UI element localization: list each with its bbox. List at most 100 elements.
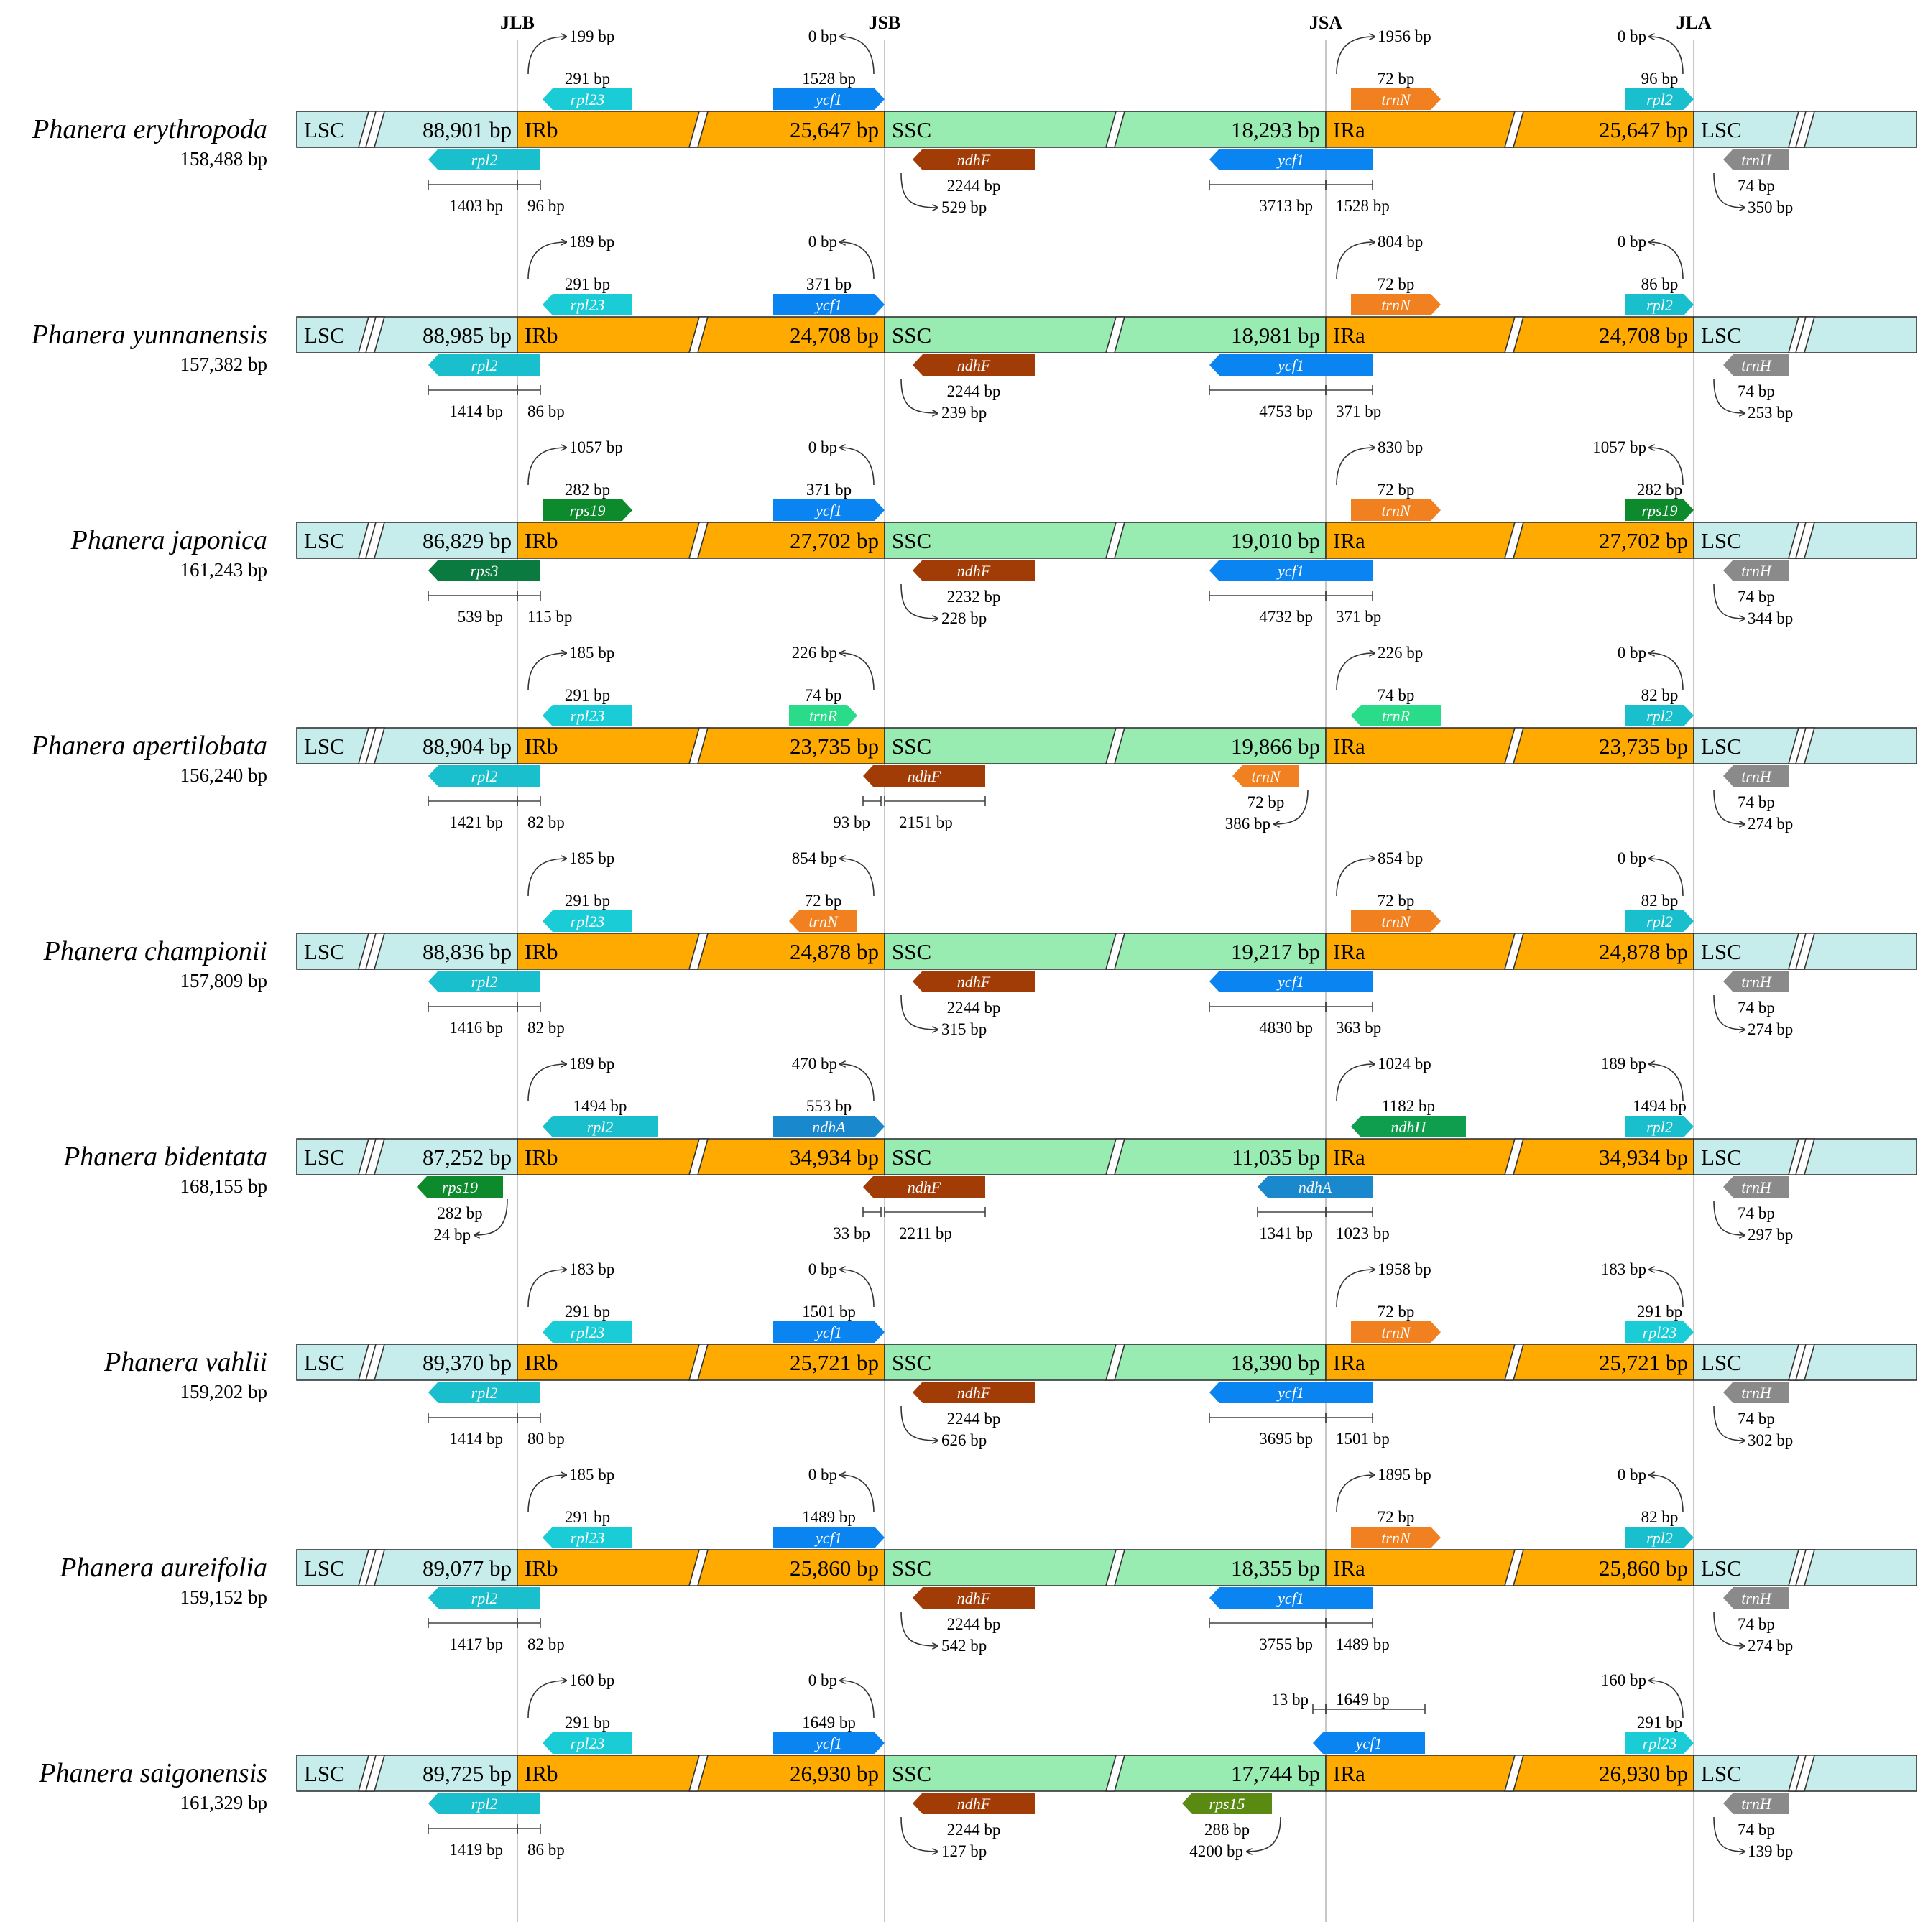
gene-ycf1-shape xyxy=(1209,1382,1373,1403)
ssc-length: 19,866 bp xyxy=(1231,734,1320,759)
genome-size: 158,488 bp xyxy=(180,148,268,170)
bp-label: 2211 bp xyxy=(899,1224,952,1242)
distance-label: 854 bp xyxy=(792,849,837,867)
species-row: Phanera championii 157,809 bp LSC 88,836 bp… xyxy=(43,849,1917,1038)
bp-label: 4732 bp xyxy=(1259,608,1313,626)
gene-rpl2: rpl2 xyxy=(428,149,540,170)
distance-label: 24 bp xyxy=(433,1226,471,1244)
species-row: Phanera saigonensis 161,329 bp LSC 89,725 b… xyxy=(38,1671,1917,1860)
junction-label-jlb: JLB xyxy=(500,12,535,33)
gene-ycf1-label: ycf1 xyxy=(1276,356,1304,374)
species-name: Phanera erythropoda xyxy=(32,114,267,144)
gene-trnh-shape xyxy=(1723,765,1789,787)
gene-trnn: trnN xyxy=(1351,910,1441,932)
gene-ycf1-label: ycf1 xyxy=(1276,1589,1304,1607)
gene-length-label: 74 bp xyxy=(1738,382,1775,400)
lsc-region xyxy=(296,1549,518,1586)
gene-ycf1: ycf1 xyxy=(773,1527,885,1548)
lsc-label: LSC xyxy=(304,1761,345,1786)
gene-ndha-label: ndhA xyxy=(812,1118,846,1136)
gene-trnn: trnN xyxy=(1351,1527,1441,1548)
ira-length: 34,934 bp xyxy=(1599,1145,1688,1170)
gene-rpl2-shape xyxy=(428,1587,540,1609)
gene-ycf1: ycf1 xyxy=(1209,971,1373,992)
gene-rpl2: rpl2 xyxy=(428,1382,540,1403)
lsc-length: 89,077 bp xyxy=(423,1556,512,1581)
irb-length: 25,721 bp xyxy=(790,1350,879,1375)
gene-length-label: 74 bp xyxy=(1738,1821,1775,1839)
gene-trnh-shape xyxy=(1723,1793,1789,1814)
bp-label: 2151 bp xyxy=(899,813,953,831)
distance-label: 0 bp xyxy=(808,1671,837,1689)
gene-trnn-shape xyxy=(1351,499,1441,521)
gene-length-label: 74 bp xyxy=(1378,686,1415,704)
gene-ndhh-label: ndhH xyxy=(1391,1118,1427,1136)
gene-ndhf-shape xyxy=(913,560,1035,581)
gene-rpl2: rpl2 xyxy=(428,1587,540,1609)
irb-length: 23,735 bp xyxy=(790,734,879,759)
bp-label: 86 bp xyxy=(527,402,565,420)
species-name: Phanera bidentata xyxy=(63,1142,267,1172)
bp-label: 1489 bp xyxy=(1336,1635,1390,1653)
gene-rpl2: rpl2 xyxy=(1625,88,1694,110)
gene-rpl2-label: rpl2 xyxy=(1646,1529,1673,1547)
bp-label: 1403 bp xyxy=(449,197,503,215)
bp-label: 86 bp xyxy=(527,1841,565,1859)
distance-label: 470 bp xyxy=(792,1055,837,1073)
gene-rps19-label: rps19 xyxy=(569,502,605,519)
species-row: Phanera vahlii 159,202 bp LSC 89,370 bp IRb 2… xyxy=(103,1260,1917,1449)
gene-ycf1-shape xyxy=(1209,560,1373,581)
bp-label: 93 bp xyxy=(833,813,870,831)
lsc-label: LSC xyxy=(304,117,345,142)
irb-label: IRb xyxy=(525,1350,558,1375)
gene-length-label: 291 bp xyxy=(565,1303,610,1321)
gene-rpl2-shape xyxy=(428,765,540,787)
gene-ndhf: ndhF xyxy=(913,354,1035,376)
gene-ndhf-shape xyxy=(913,1382,1035,1403)
gene-ycf1-label: ycf1 xyxy=(1276,151,1304,169)
gene-rpl23: rpl23 xyxy=(543,910,632,932)
gene-rpl2-shape xyxy=(428,1382,540,1403)
gene-rpl2-label: rpl2 xyxy=(471,1384,498,1402)
ssc-length: 18,355 bp xyxy=(1231,1556,1320,1581)
distance-label: 0 bp xyxy=(808,27,837,45)
distance-label: 315 bp xyxy=(941,1020,987,1038)
lsc-right-label: LSC xyxy=(1701,117,1742,142)
gene-ndhf-shape xyxy=(863,1176,985,1198)
gene-rpl2-label: rpl2 xyxy=(471,151,498,169)
lsc-right-label: LSC xyxy=(1701,1556,1742,1581)
distance-label: 344 bp xyxy=(1748,609,1793,627)
bp-label: 1417 bp xyxy=(449,1635,503,1653)
ira-length: 25,647 bp xyxy=(1599,117,1688,142)
lsc-region xyxy=(296,522,518,559)
gene-rpl2-label: rpl2 xyxy=(1646,91,1673,108)
gene-trnh-label: trnH xyxy=(1741,973,1772,991)
gene-length-label: 74 bp xyxy=(1738,1410,1775,1428)
gene-length-label: 82 bp xyxy=(1641,892,1679,910)
gene-trnn: trnN xyxy=(789,910,857,932)
lsc-region xyxy=(296,1138,518,1175)
gene-ndhh: ndhH xyxy=(1351,1116,1466,1137)
ssc-label: SSC xyxy=(892,323,931,348)
gene-trnh: trnH xyxy=(1723,560,1789,581)
distance-label: 1057 bp xyxy=(569,438,623,456)
species-row: Phanera bidentata 168,155 bp LSC 87,252 bp I… xyxy=(63,1055,1917,1244)
ssc-length: 18,293 bp xyxy=(1231,117,1320,142)
gene-rpl23-label: rpl23 xyxy=(1643,1734,1677,1752)
gene-trnh: trnH xyxy=(1723,1793,1789,1814)
gene-ndhf: ndhF xyxy=(913,971,1035,992)
gene-rpl2-shape xyxy=(1625,294,1694,315)
bp-label: 4830 bp xyxy=(1259,1019,1313,1037)
gene-rpl2-label: rpl2 xyxy=(471,356,498,374)
gene-rpl2-shape xyxy=(428,354,540,376)
ira-label: IRa xyxy=(1333,1556,1365,1581)
bp-label: 80 bp xyxy=(527,1430,565,1448)
distance-label: 0 bp xyxy=(1618,233,1646,251)
distance-label: 302 bp xyxy=(1748,1431,1793,1449)
ira-length: 27,702 bp xyxy=(1599,528,1688,553)
gene-rpl23: rpl23 xyxy=(543,705,632,726)
gene-length-label: 74 bp xyxy=(1738,588,1775,606)
gene-ndha-shape xyxy=(773,1116,885,1137)
ira-length: 23,735 bp xyxy=(1599,734,1688,759)
distance-label: 830 bp xyxy=(1378,438,1423,456)
